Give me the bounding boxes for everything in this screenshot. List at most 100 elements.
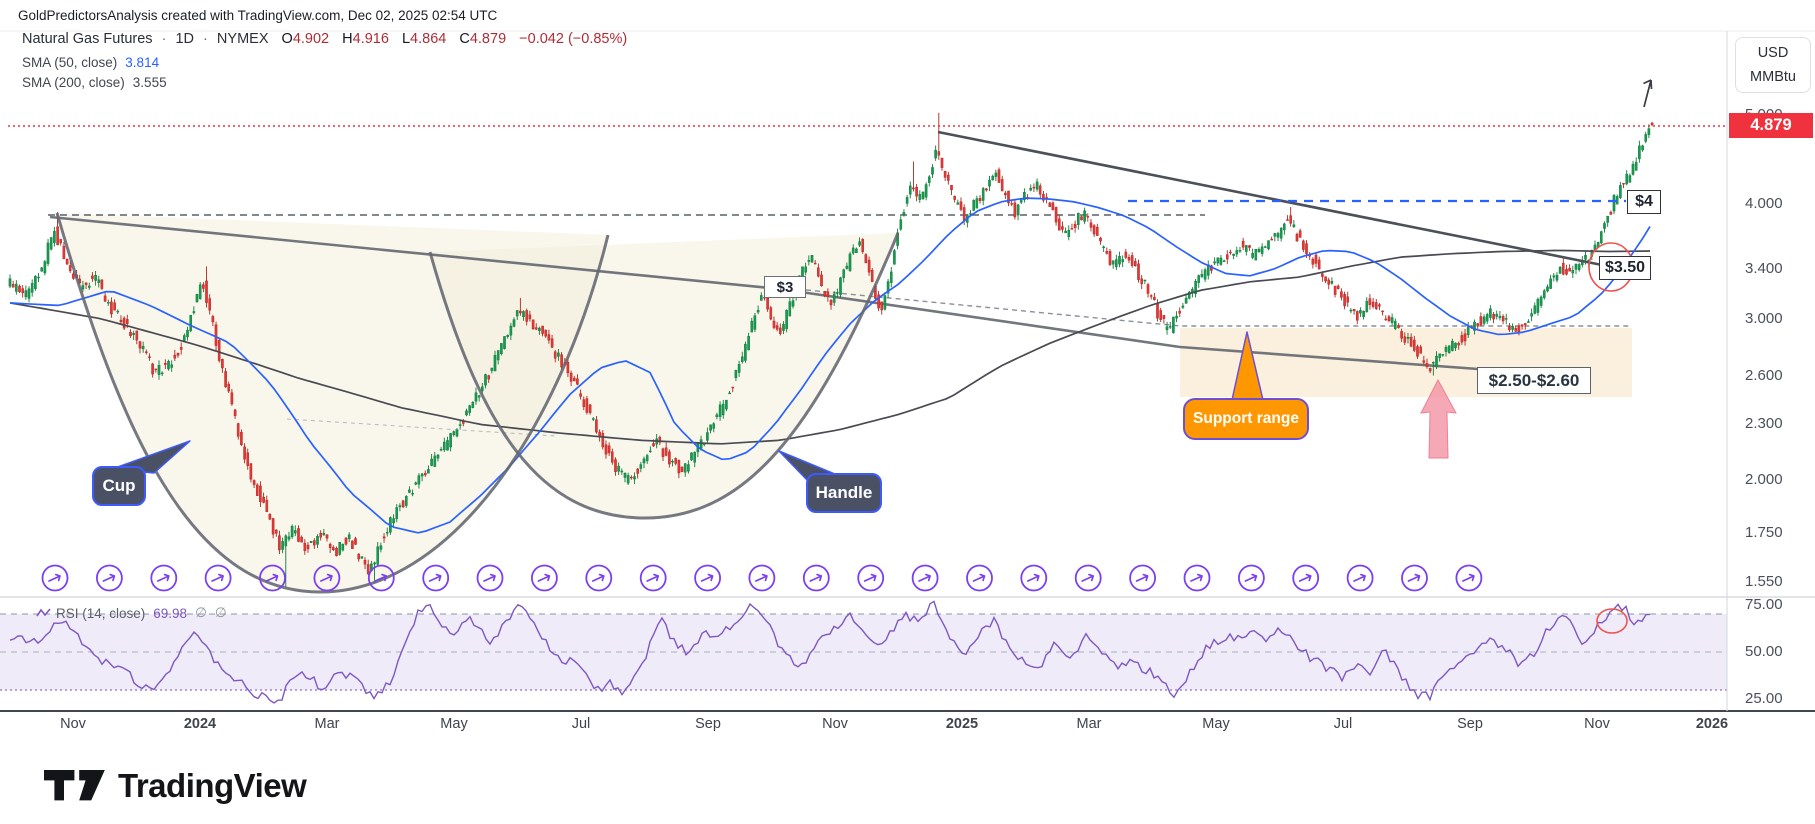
neckline-support-trendline[interactable] xyxy=(49,215,1479,371)
event-arrow-icon[interactable] xyxy=(96,564,123,592)
handle-label[interactable]: Handle xyxy=(806,473,882,513)
time-tick: 2024 xyxy=(183,716,217,732)
high-value: 4.916 xyxy=(352,31,389,47)
event-arrow-icon[interactable] xyxy=(1238,564,1265,592)
cup-label[interactable]: Cup xyxy=(92,466,146,506)
handle-arc[interactable] xyxy=(428,232,900,520)
event-icons-row[interactable] xyxy=(41,564,1483,592)
time-tick: Mar xyxy=(1076,716,1102,732)
time-tick: Jul xyxy=(571,716,591,732)
symbol-title[interactable]: Natural Gas Futures xyxy=(22,31,153,47)
price-tick: 4.000 xyxy=(1745,195,1783,212)
rsi-empty-2: ∅ xyxy=(214,605,227,620)
sma200-value: 3.555 xyxy=(132,75,167,90)
event-arrow-icon[interactable] xyxy=(1346,564,1374,592)
sma50-value: 3.814 xyxy=(125,55,160,70)
price-tick: 1.750 xyxy=(1745,524,1783,542)
legend-separator: · xyxy=(203,31,208,47)
price-tick: 2.300 xyxy=(1745,415,1783,433)
time-tick: Nov xyxy=(822,716,848,732)
moving-averages-layer xyxy=(9,197,1651,534)
symbol-legend[interactable]: Natural Gas Futures · 1D · NYMEX O4.902 … xyxy=(22,31,627,47)
event-arrow-icon[interactable] xyxy=(1074,564,1102,592)
time-tick: Jul xyxy=(1333,716,1353,732)
event-arrow-icon[interactable] xyxy=(367,564,395,592)
sma200-legend[interactable]: SMA (200, close) 3.555 xyxy=(22,75,167,90)
sma50-label: SMA (50, close) xyxy=(22,55,118,70)
time-tick: 2025 xyxy=(945,716,979,732)
tradingview-logo-icon[interactable] xyxy=(44,766,108,806)
event-arrow-icon[interactable] xyxy=(1455,564,1483,592)
watermark-text: GoldPredictorsAnalysis created with Trad… xyxy=(18,8,498,23)
low-value: 4.864 xyxy=(410,31,447,47)
descending-trendline[interactable] xyxy=(937,130,1613,269)
cup-chord-dashed xyxy=(286,418,557,437)
sma200-label: SMA (200, close) xyxy=(22,75,125,90)
rsi-legend[interactable]: RSI (14, close) 69.98 ∅ ∅ xyxy=(36,605,227,621)
rsi-label: RSI (14, close) xyxy=(56,605,146,621)
event-arrow-icon[interactable] xyxy=(748,564,776,592)
event-arrow-icon[interactable] xyxy=(204,564,232,592)
event-arrow-icon[interactable] xyxy=(585,564,613,592)
pink-up-arrow-icon[interactable] xyxy=(1420,378,1457,459)
rsi-line xyxy=(9,600,1651,704)
high-label: H xyxy=(342,31,353,47)
rsi-tick: 50.00 xyxy=(1745,643,1783,660)
event-arrow-icon[interactable] xyxy=(259,564,286,592)
price-tick: 3.400 xyxy=(1745,259,1783,277)
event-arrow-icon[interactable] xyxy=(694,564,721,592)
open-label: O xyxy=(281,31,293,47)
time-tick: Sep xyxy=(695,716,721,732)
time-tick: May xyxy=(440,716,468,732)
event-arrow-icon[interactable] xyxy=(911,564,939,592)
event-arrow-icon[interactable] xyxy=(802,564,830,592)
price-unit-top: USD xyxy=(1757,45,1789,61)
support-range-label[interactable]: Support range xyxy=(1183,398,1309,440)
symbol-exchange: NYMEX xyxy=(216,31,269,47)
support-zone-dashed-line[interactable] xyxy=(805,289,1632,327)
price-tick: 2.000 xyxy=(1745,471,1783,489)
rsi-circle-annotation[interactable] xyxy=(1596,608,1628,634)
price-label-3-50[interactable]: $3.50 xyxy=(1599,256,1651,280)
time-tick: Mar xyxy=(314,716,340,732)
event-arrow-icon[interactable] xyxy=(476,564,504,592)
event-arrow-icon[interactable] xyxy=(857,564,885,592)
rsi-tick: 75.00 xyxy=(1745,596,1783,613)
event-arrow-icon[interactable] xyxy=(531,564,558,592)
time-tick: May xyxy=(1202,716,1230,732)
rsi-plot-icon xyxy=(36,608,51,617)
event-arrow-icon[interactable] xyxy=(41,564,69,592)
event-arrow-icon[interactable] xyxy=(1020,564,1048,592)
symbol-interval[interactable]: 1D xyxy=(175,31,195,47)
price-tick: 1.550 xyxy=(1745,572,1783,590)
event-arrow-icon[interactable] xyxy=(1129,564,1156,592)
low-label: L xyxy=(401,31,411,47)
legend-separator: · xyxy=(161,31,167,47)
cup-arc[interactable] xyxy=(55,212,610,594)
time-tick: Sep xyxy=(1457,716,1483,732)
event-arrow-icon[interactable] xyxy=(313,564,341,592)
tradingview-brand-text[interactable]: TradingView xyxy=(118,767,307,804)
event-arrow-icon[interactable] xyxy=(966,564,993,592)
price-label-4[interactable]: $4 xyxy=(1627,190,1661,214)
sma50-legend[interactable]: SMA (50, close) 3.814 xyxy=(22,55,159,70)
price-tick: 2.600 xyxy=(1745,366,1783,384)
price-unit-box[interactable]: USD MMBtu xyxy=(1735,37,1811,93)
rsi-tick: 25.00 xyxy=(1745,690,1783,707)
breakout-up-arrow-icon xyxy=(1643,79,1653,108)
close-label: C xyxy=(459,31,470,47)
price-label-2-50-2-60[interactable]: $2.50-$2.60 xyxy=(1477,367,1591,394)
rsi-empty-1: ∅ xyxy=(195,605,207,620)
event-arrow-icon[interactable] xyxy=(1183,564,1211,592)
event-arrow-icon[interactable] xyxy=(422,564,450,592)
event-arrow-icon[interactable] xyxy=(639,564,667,592)
event-arrow-icon[interactable] xyxy=(150,564,178,592)
event-arrow-icon[interactable] xyxy=(1401,564,1428,592)
price-unit-bottom: MMBtu xyxy=(1750,69,1796,85)
sma50-line xyxy=(9,197,1651,534)
event-arrow-icon[interactable] xyxy=(1292,564,1320,592)
sma200-line xyxy=(9,249,1651,445)
price-label-3[interactable]: $3 xyxy=(764,276,806,298)
